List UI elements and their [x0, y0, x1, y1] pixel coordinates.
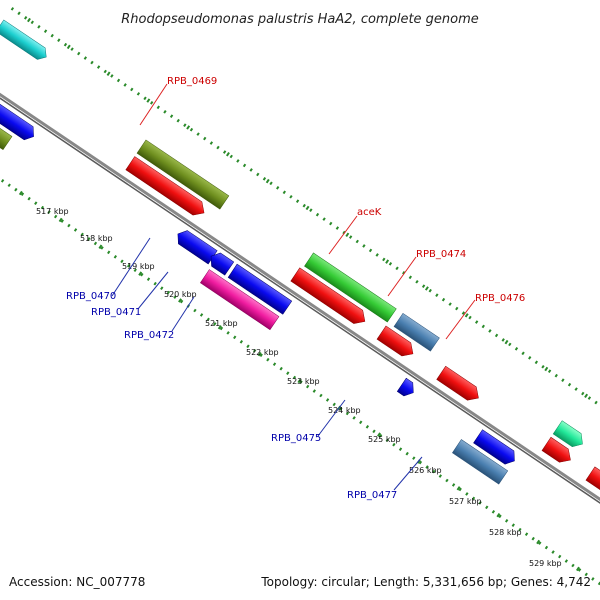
- gene-label-acek[interactable]: aceK: [357, 207, 382, 218]
- gene-label-rpb0475[interactable]: RPB_0475: [271, 433, 321, 444]
- scale-label: 520 kbp: [164, 290, 197, 299]
- feature-red-upper-3[interactable]: [376, 325, 417, 361]
- scale-label: 518 kbp: [80, 234, 113, 243]
- inner-tick-track: [0, 129, 600, 592]
- feature-olive-left[interactable]: [0, 95, 13, 151]
- gene-label-rpb0470[interactable]: RPB_0470: [66, 291, 116, 302]
- feature-red-upper-1[interactable]: [125, 156, 209, 220]
- feature-blue-rpb0477[interactable]: [473, 429, 519, 468]
- accession-text: Accession: NC_007778: [9, 575, 145, 589]
- outer-tick-track: [10, 6, 600, 469]
- gene-label-rpb0472[interactable]: RPB_0472: [124, 330, 174, 341]
- scale-label: 517 kbp: [36, 207, 69, 216]
- scale-label: 525 kbp: [368, 435, 401, 444]
- feature-red-upper-5[interactable]: [585, 466, 600, 507]
- feature-magenta-rpb0472[interactable]: [200, 269, 280, 331]
- feature-green-acek[interactable]: [304, 252, 397, 323]
- scale-label: 522 kbp: [246, 348, 279, 357]
- map-title: Rhodopseudomonas palustris HaA2, complet…: [121, 12, 479, 27]
- feature-red-upper-2[interactable]: [290, 267, 370, 328]
- topology-text: Topology: circular; Length: 5,331,656 bp…: [260, 575, 591, 589]
- feature-blue-rpb0475[interactable]: [396, 377, 418, 399]
- gene-label-rpb0471[interactable]: RPB_0471: [91, 307, 141, 318]
- gene-label-rpb0469[interactable]: RPB_0469: [167, 76, 217, 87]
- feature-olive-rpb0469[interactable]: [136, 139, 230, 210]
- scale-label: 526 kbp: [409, 466, 442, 475]
- feature-steel-rpb0477[interactable]: [452, 439, 509, 485]
- scale-label: 519 kbp: [122, 262, 155, 271]
- genome-backbone: [0, 71, 600, 535]
- feature-blue-rpb0470[interactable]: [173, 227, 218, 265]
- scale-label: 527 kbp: [449, 497, 482, 506]
- scale-label: 524 kbp: [328, 406, 361, 415]
- gene-labels-forward: RPB_0469 aceK RPB_0474 RPB_0476: [139, 76, 525, 340]
- scale-label: 521 kbp: [205, 319, 238, 328]
- scale-labels: 517 kbp 518 kbp 519 kbp 520 kbp 521 kbp …: [36, 207, 562, 568]
- feature-red-upper-4[interactable]: [541, 436, 575, 466]
- feature-red-rpb0476[interactable]: [436, 365, 483, 404]
- feature-blue-rpb0471[interactable]: [207, 250, 235, 276]
- gene-labels-reverse: RPB_0470 RPB_0471 RPB_0472 RPB_0475 RPB_…: [66, 237, 423, 501]
- scale-label: 528 kbp: [489, 528, 522, 537]
- feature-cyan-upper-left[interactable]: [0, 19, 50, 63]
- feature-steel-rpb0474[interactable]: [393, 312, 440, 352]
- gene-label-rpb0474[interactable]: RPB_0474: [416, 249, 466, 260]
- scale-label: 529 kbp: [529, 559, 562, 568]
- feature-blue-left[interactable]: [0, 79, 38, 144]
- feature-mint[interactable]: [552, 420, 587, 451]
- scale-label: 523 kbp: [287, 377, 320, 386]
- feature-blue-mid[interactable]: [227, 263, 293, 315]
- map-track: [0, 6, 600, 592]
- gene-label-rpb0477[interactable]: RPB_0477: [347, 490, 397, 501]
- gene-label-rpb0476[interactable]: RPB_0476: [475, 293, 525, 304]
